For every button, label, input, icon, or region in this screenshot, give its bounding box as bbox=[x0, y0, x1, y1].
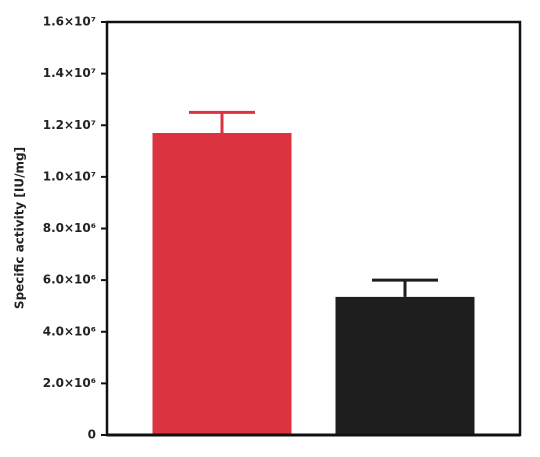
y-tick-label: 6.0×10⁶ bbox=[43, 273, 96, 287]
y-axis-label: Specific activity [IU/mg] bbox=[13, 147, 27, 309]
y-tick-label: 2.0×10⁶ bbox=[43, 376, 96, 390]
y-tick-label: 1.4×10⁷ bbox=[43, 66, 96, 80]
bar bbox=[152, 132, 292, 435]
y-tick-label: 1.0×10⁷ bbox=[43, 169, 96, 183]
y-tick-label: 0 bbox=[88, 428, 96, 442]
bar bbox=[335, 296, 475, 435]
y-tick-label: 1.2×10⁷ bbox=[43, 118, 96, 132]
y-tick-label: 8.0×10⁶ bbox=[43, 221, 96, 235]
y-tick-label: 4.0×10⁶ bbox=[43, 324, 96, 338]
y-tick-label: 1.6×10⁷ bbox=[43, 15, 96, 29]
